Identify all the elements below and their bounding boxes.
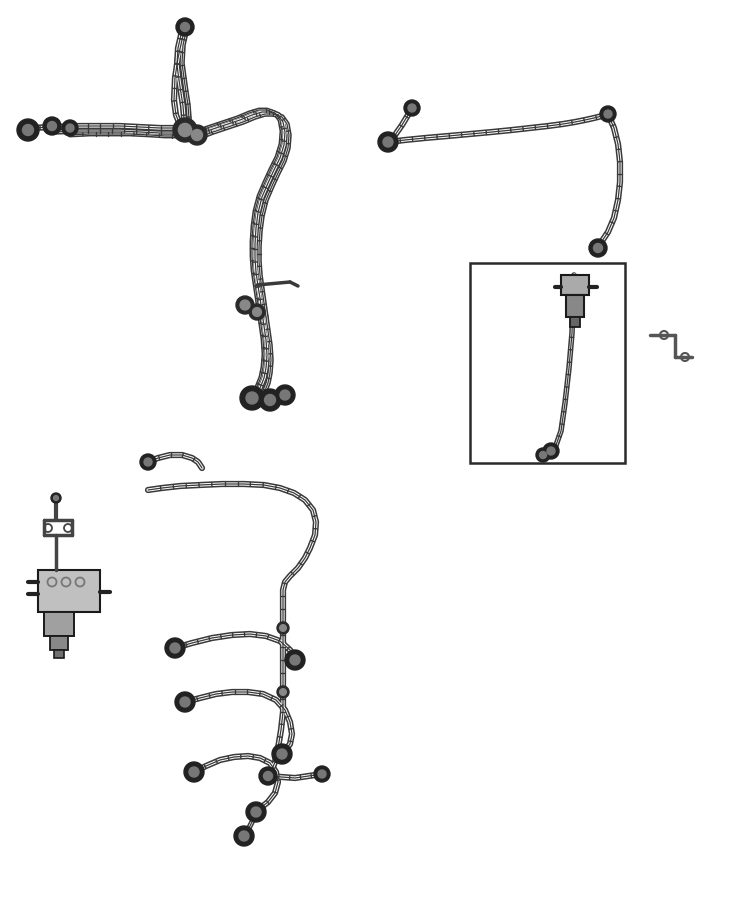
Circle shape bbox=[47, 122, 56, 130]
Circle shape bbox=[249, 304, 265, 320]
Bar bbox=[566, 295, 584, 317]
Circle shape bbox=[187, 125, 207, 145]
Circle shape bbox=[170, 643, 180, 653]
Bar bbox=[570, 317, 580, 327]
Circle shape bbox=[180, 697, 190, 707]
Circle shape bbox=[251, 807, 261, 817]
Circle shape bbox=[604, 110, 612, 118]
Circle shape bbox=[265, 394, 276, 406]
Circle shape bbox=[179, 123, 192, 137]
Circle shape bbox=[246, 392, 258, 404]
Circle shape bbox=[165, 638, 185, 658]
Circle shape bbox=[264, 771, 273, 780]
Bar bbox=[38, 570, 100, 612]
Circle shape bbox=[191, 130, 202, 140]
Circle shape bbox=[246, 802, 266, 822]
Circle shape bbox=[280, 390, 290, 400]
Circle shape bbox=[240, 300, 250, 310]
Circle shape bbox=[543, 443, 559, 459]
Circle shape bbox=[234, 826, 254, 846]
Circle shape bbox=[404, 100, 420, 116]
Circle shape bbox=[314, 766, 330, 782]
Bar bbox=[50, 636, 68, 650]
Circle shape bbox=[184, 762, 204, 782]
Circle shape bbox=[236, 296, 254, 314]
Circle shape bbox=[176, 18, 194, 36]
Circle shape bbox=[290, 655, 300, 665]
Circle shape bbox=[277, 686, 289, 698]
Circle shape bbox=[175, 692, 195, 712]
Circle shape bbox=[539, 452, 547, 458]
Circle shape bbox=[277, 622, 289, 634]
Circle shape bbox=[547, 447, 555, 455]
Circle shape bbox=[383, 137, 393, 147]
Circle shape bbox=[43, 117, 61, 135]
Bar bbox=[44, 612, 74, 636]
Bar bbox=[561, 275, 589, 295]
Circle shape bbox=[279, 625, 286, 631]
Circle shape bbox=[22, 124, 33, 136]
Circle shape bbox=[279, 688, 286, 696]
Bar bbox=[470, 263, 625, 463]
Circle shape bbox=[62, 120, 78, 136]
Circle shape bbox=[408, 104, 416, 112]
Circle shape bbox=[253, 308, 262, 317]
Circle shape bbox=[259, 767, 277, 785]
Circle shape bbox=[285, 650, 305, 670]
Circle shape bbox=[594, 244, 602, 253]
Circle shape bbox=[17, 119, 39, 141]
Bar bbox=[54, 650, 64, 658]
Circle shape bbox=[272, 744, 292, 764]
Circle shape bbox=[378, 132, 398, 152]
Circle shape bbox=[181, 22, 190, 32]
Circle shape bbox=[66, 124, 74, 132]
Circle shape bbox=[189, 767, 199, 777]
Circle shape bbox=[53, 496, 59, 500]
Circle shape bbox=[239, 831, 249, 841]
Circle shape bbox=[275, 385, 295, 405]
Circle shape bbox=[536, 448, 550, 462]
Circle shape bbox=[600, 106, 616, 122]
Circle shape bbox=[140, 454, 156, 470]
Circle shape bbox=[240, 386, 264, 410]
Circle shape bbox=[318, 770, 326, 778]
Circle shape bbox=[277, 749, 287, 759]
Circle shape bbox=[144, 458, 152, 466]
Circle shape bbox=[589, 239, 607, 257]
Circle shape bbox=[173, 118, 197, 142]
Circle shape bbox=[259, 389, 281, 411]
Circle shape bbox=[51, 493, 61, 503]
